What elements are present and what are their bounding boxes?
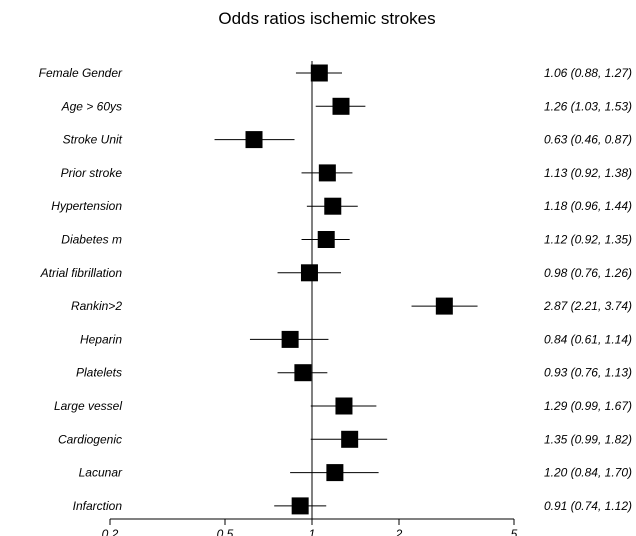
row-label: Hypertension <box>51 199 122 213</box>
odds-ratio-marker <box>335 397 353 415</box>
odds-ratio-marker <box>326 464 344 482</box>
row-value: 1.29 (0.99, 1.67) <box>544 399 632 413</box>
forest-row: Age > 60ys 1.26 (1.03, 1.53) <box>61 97 632 115</box>
forest-row: Hypertension 1.18 (0.96, 1.44) <box>51 197 632 215</box>
forest-row: Large vessel 1.29 (0.99, 1.67) <box>54 397 632 415</box>
row-label: Female Gender <box>39 66 123 80</box>
row-label: Diabetes m <box>61 233 122 247</box>
row-value: 0.93 (0.76, 1.13) <box>544 366 632 380</box>
odds-ratio-marker <box>245 131 263 149</box>
row-label: Atrial fibrillation <box>40 266 123 280</box>
forest-row: Diabetes m 1.12 (0.92, 1.35) <box>61 231 632 248</box>
odds-ratio-marker <box>317 231 335 248</box>
row-label: Prior stroke <box>61 166 123 180</box>
row-label: Rankin>2 <box>71 299 122 313</box>
row-label: Infarction <box>73 499 123 513</box>
row-label: Heparin <box>80 332 122 346</box>
tick-label: 0.5 <box>217 527 234 536</box>
forest-row: Platelets 0.93 (0.76, 1.13) <box>76 364 632 382</box>
row-value: 0.98 (0.76, 1.26) <box>544 266 632 280</box>
forest-row: Female Gender 1.06 (0.88, 1.27) <box>39 64 632 82</box>
row-value: 1.20 (0.84, 1.70) <box>544 466 632 480</box>
row-label: Large vessel <box>54 399 122 413</box>
odds-ratio-marker <box>435 297 453 315</box>
tick-label: 5 <box>511 527 518 536</box>
row-value: 0.84 (0.61, 1.14) <box>544 332 632 346</box>
odds-ratio-marker <box>294 364 312 382</box>
row-value: 1.13 (0.92, 1.38) <box>544 166 632 180</box>
row-value: 1.18 (0.96, 1.44) <box>544 199 632 213</box>
row-label: Stroke Unit <box>63 133 123 147</box>
row-label: Platelets <box>76 366 122 380</box>
rows-layer: Female Gender 1.06 (0.88, 1.27) Age > 60ys… <box>39 61 632 519</box>
row-value: 1.26 (1.03, 1.53) <box>544 99 632 113</box>
row-label: Cardiogenic <box>58 432 122 446</box>
forest-row: Stroke Unit 0.63 (0.46, 0.87) <box>63 131 632 149</box>
tick-label: 2 <box>395 527 403 536</box>
forest-row: Infarction 0.91 (0.74, 1.12) <box>73 497 632 515</box>
odds-ratio-marker <box>332 97 350 115</box>
row-value: 1.35 (0.99, 1.82) <box>544 432 632 446</box>
row-value: 1.12 (0.92, 1.35) <box>544 233 632 247</box>
forest-row: Rankin>2 2.87 (2.21, 3.74) <box>71 297 632 315</box>
row-value: 0.63 (0.46, 0.87) <box>544 133 632 147</box>
row-label: Age > 60ys <box>61 99 122 113</box>
odds-ratio-marker <box>281 330 299 348</box>
row-label: Lacunar <box>79 466 123 480</box>
tick-label: 1 <box>309 527 316 536</box>
odds-ratio-marker <box>310 64 328 82</box>
odds-ratio-marker <box>291 497 309 515</box>
forest-row: Lacunar 1.20 (0.84, 1.70) <box>79 464 632 482</box>
forest-row: Cardiogenic 1.35 (0.99, 1.82) <box>58 430 632 448</box>
odds-ratio-marker <box>341 430 359 448</box>
row-value: 0.91 (0.74, 1.12) <box>544 499 632 513</box>
odds-ratio-marker <box>318 164 336 182</box>
chart-title: Odds ratios ischemic strokes <box>218 9 435 28</box>
forest-row: Atrial fibrillation 0.98 (0.76, 1.26) <box>40 264 632 282</box>
forest-row: Heparin 0.84 (0.61, 1.14) <box>80 330 632 348</box>
forest-row: Prior stroke 1.13 (0.92, 1.38) <box>61 164 632 182</box>
row-value: 2.87 (2.21, 3.74) <box>543 299 632 313</box>
tick-label: 0.2 <box>102 527 119 536</box>
odds-ratio-marker <box>324 197 342 215</box>
odds-ratio-marker <box>300 264 318 282</box>
row-value: 1.06 (0.88, 1.27) <box>544 66 632 80</box>
x-axis: 0.2 0.5 1 2 5 <box>102 518 518 536</box>
